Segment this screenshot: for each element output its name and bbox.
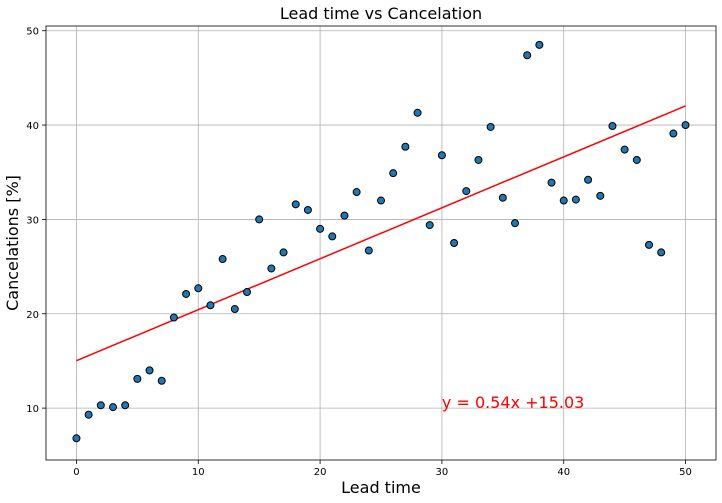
data-point — [523, 51, 532, 60]
data-point — [413, 108, 422, 117]
data-point — [632, 155, 641, 164]
regression-line — [76, 105, 686, 362]
data-point — [157, 376, 166, 385]
data-point — [401, 142, 410, 151]
data-point — [377, 196, 385, 205]
data-point — [194, 284, 203, 293]
data-point — [84, 410, 93, 419]
data-point — [96, 401, 105, 410]
data-point — [596, 191, 605, 200]
y-tick-label: 50 — [26, 27, 39, 38]
data-point — [145, 366, 154, 375]
data-point — [535, 40, 544, 49]
y-tick-label: 20 — [26, 310, 39, 321]
y-tick-label: 40 — [26, 121, 39, 132]
data-point — [584, 175, 593, 184]
data-point — [669, 129, 678, 138]
data-point — [620, 145, 629, 154]
y-tick-label: 30 — [26, 215, 39, 226]
data-point — [425, 221, 434, 230]
grid — [46, 26, 716, 460]
data-point — [303, 205, 312, 214]
y-tick-label: 10 — [26, 404, 39, 415]
data-point — [352, 188, 361, 197]
data-point — [133, 374, 142, 383]
data-point — [511, 219, 519, 228]
data-point — [230, 305, 239, 314]
data-point — [547, 178, 556, 187]
chart-title: Lead time vs Cancelation — [280, 4, 482, 23]
data-point — [486, 122, 495, 131]
x-tick-label: 30 — [436, 467, 449, 478]
data-point — [243, 288, 251, 297]
data-point — [450, 239, 459, 247]
axis-ticks: 0 10 20 30 40 50 10 20 30 40 50 — [26, 27, 692, 478]
data-point — [437, 151, 446, 160]
x-axis-label: Lead time — [341, 478, 421, 497]
data-point — [72, 434, 81, 443]
data-point — [389, 169, 398, 178]
data-point — [608, 122, 617, 131]
data-point — [169, 313, 178, 322]
data-point — [681, 121, 690, 130]
data-point — [316, 224, 325, 233]
data-point — [182, 289, 191, 298]
data-point — [474, 155, 483, 164]
x-tick-label: 0 — [73, 467, 79, 478]
y-axis-label: Cancelations [%] — [3, 175, 22, 311]
data-point — [462, 187, 471, 196]
data-point — [291, 200, 300, 209]
data-point — [267, 264, 276, 273]
x-tick-label: 10 — [192, 467, 205, 478]
data-point — [328, 232, 337, 241]
data-point — [657, 248, 666, 257]
data-point — [206, 301, 215, 310]
regression-equation: y = 0.54x +15.03 — [442, 393, 584, 412]
data-point — [109, 403, 117, 412]
data-point — [255, 215, 264, 224]
x-tick-label: 20 — [314, 467, 327, 478]
data-point — [218, 255, 227, 264]
x-tick-label: 40 — [557, 467, 570, 478]
data-points — [72, 40, 690, 443]
data-point — [279, 248, 288, 257]
data-point — [364, 246, 373, 255]
data-point — [571, 195, 580, 204]
plot-area — [46, 26, 716, 460]
x-tick-label: 50 — [679, 467, 692, 478]
data-point — [121, 401, 130, 410]
data-point — [645, 240, 653, 249]
data-point — [559, 196, 568, 205]
data-point — [340, 211, 349, 220]
data-point — [498, 193, 507, 202]
plot-frame — [45, 25, 717, 461]
